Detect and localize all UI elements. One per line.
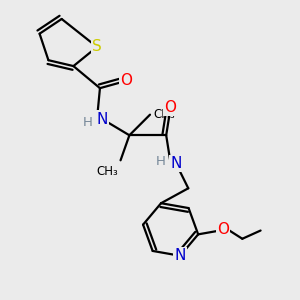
Text: N: N xyxy=(97,112,108,127)
Text: H: H xyxy=(155,155,165,168)
Text: O: O xyxy=(217,222,229,237)
Text: N: N xyxy=(175,248,186,263)
Text: N: N xyxy=(170,156,182,171)
Text: CH₃: CH₃ xyxy=(153,108,175,121)
Text: CH₃: CH₃ xyxy=(97,165,118,178)
Text: O: O xyxy=(120,73,132,88)
Text: O: O xyxy=(165,100,177,115)
Text: H: H xyxy=(82,116,92,128)
Text: S: S xyxy=(92,39,102,54)
